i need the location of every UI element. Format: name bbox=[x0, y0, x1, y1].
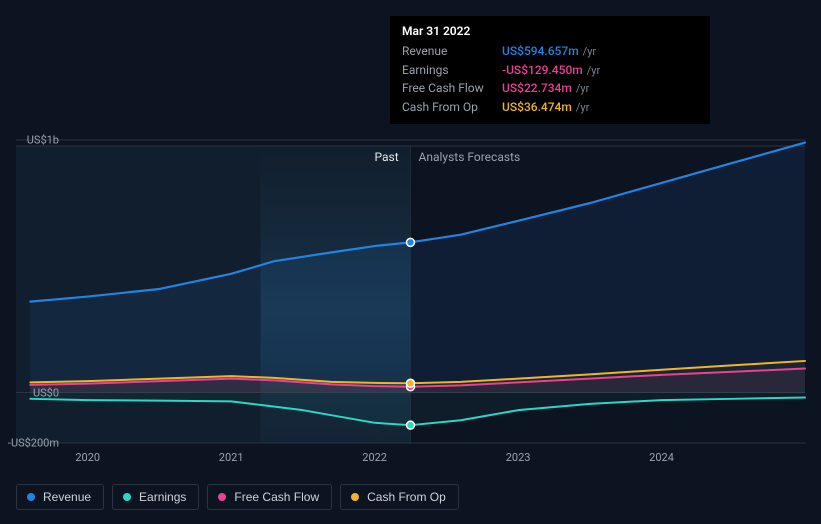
tooltip-date: Mar 31 2022 bbox=[402, 24, 698, 38]
tooltip-row-label: Revenue bbox=[402, 42, 502, 60]
tooltip-row-label: Cash From Op bbox=[402, 98, 502, 116]
legend-item-revenue[interactable]: Revenue bbox=[16, 484, 104, 510]
y-tick-label: -US$200m bbox=[8, 437, 59, 450]
x-tick-label: 2024 bbox=[649, 451, 674, 464]
financials-chart[interactable]: US$1b US$0 -US$200m 2020 2021 2022 2023 2024 P… bbox=[0, 0, 821, 524]
tooltip-row-unit: /yr bbox=[576, 100, 589, 117]
tooltip-row: Earnings-US$129.450m/yr bbox=[402, 61, 698, 80]
legend-dot-icon bbox=[27, 493, 35, 501]
region-label-past: Past bbox=[375, 150, 399, 164]
x-tick-label: 2020 bbox=[75, 451, 100, 464]
region-label-forecast: Analysts Forecasts bbox=[419, 150, 521, 164]
legend-item-label: Free Cash Flow bbox=[234, 490, 319, 504]
legend-item-label: Cash From Op bbox=[367, 490, 446, 504]
y-tick-label: US$0 bbox=[33, 386, 59, 399]
chart-legend: Revenue Earnings Free Cash Flow Cash From O… bbox=[16, 484, 459, 510]
tooltip-row-unit: /yr bbox=[583, 44, 596, 61]
legend-item-label: Earnings bbox=[139, 490, 186, 504]
y-tick-label: US$1b bbox=[27, 134, 59, 147]
tooltip-row: Cash From OpUS$36.474m/yr bbox=[402, 98, 698, 117]
legend-item-cfo[interactable]: Cash From Op bbox=[340, 484, 459, 510]
tooltip-row: Free Cash FlowUS$22.734m/yr bbox=[402, 79, 698, 98]
tooltip-row: RevenueUS$594.657m/yr bbox=[402, 42, 698, 61]
legend-dot-icon bbox=[123, 493, 131, 501]
x-tick-label: 2022 bbox=[362, 451, 387, 464]
tooltip-row-unit: /yr bbox=[587, 63, 600, 80]
x-tick-label: 2023 bbox=[506, 451, 531, 464]
tooltip-row-value: -US$129.450m bbox=[502, 61, 583, 79]
legend-dot-icon bbox=[351, 493, 359, 501]
tooltip-row-value: US$594.657m bbox=[502, 42, 579, 60]
legend-item-fcf[interactable]: Free Cash Flow bbox=[207, 484, 332, 510]
legend-item-label: Revenue bbox=[43, 490, 91, 504]
tooltip-row-value: US$22.734m bbox=[502, 79, 572, 97]
x-tick-label: 2021 bbox=[219, 451, 244, 464]
tooltip-row-value: US$36.474m bbox=[502, 98, 572, 116]
tooltip-row-label: Earnings bbox=[402, 61, 502, 79]
tooltip-row-unit: /yr bbox=[576, 81, 589, 98]
chart-tooltip: Mar 31 2022 RevenueUS$594.657m/yrEarning… bbox=[390, 16, 710, 124]
legend-item-earnings[interactable]: Earnings bbox=[112, 484, 199, 510]
tooltip-row-label: Free Cash Flow bbox=[402, 79, 502, 97]
legend-dot-icon bbox=[218, 493, 226, 501]
